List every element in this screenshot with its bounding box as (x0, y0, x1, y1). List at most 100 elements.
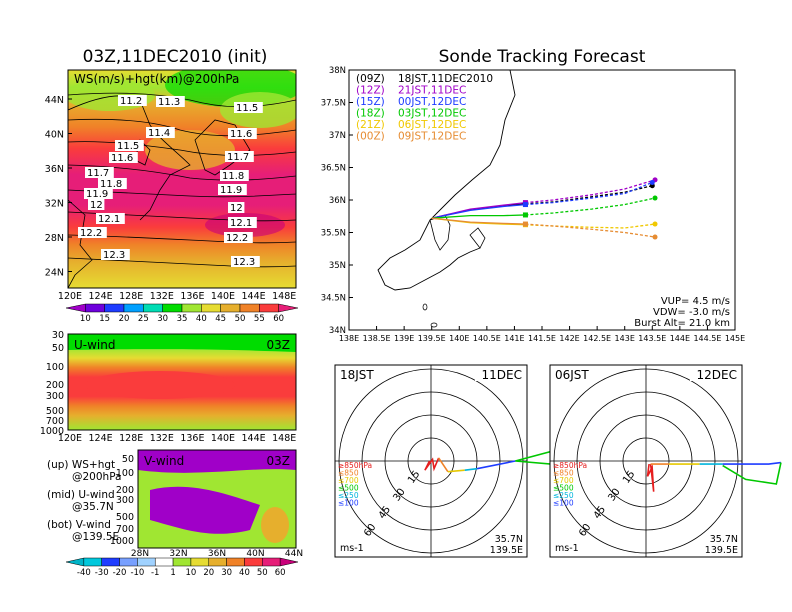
lon-tick: 132E (150, 291, 174, 302)
contour-label-text: 12.3 (103, 250, 125, 261)
contour-label: 11.3 (156, 96, 185, 108)
lon-tick: 136E (180, 291, 204, 302)
legend-code: (12Z) (356, 85, 385, 97)
colorbar-label: 50 (257, 568, 268, 578)
colorbar-label: 60 (273, 314, 284, 324)
ws-map: WS(m/s)+hgt(km)@200hPa 11.2 11.3 11.5 11.4 1… (45, 69, 297, 302)
hodo-level: ≤700 (338, 476, 359, 485)
track-burst-marker (522, 221, 528, 227)
lon-tick: 141E (504, 334, 524, 343)
lat-tick: 32N (169, 549, 187, 559)
hodo-trace (438, 457, 449, 473)
uwind-lon-ticks: 120E 124E 128E 132E 136E 140E 144E 148E (58, 433, 296, 444)
colorbar-label: -40 (77, 568, 91, 578)
contour-label-text: 12.3 (233, 257, 255, 268)
contour-label: 12.2 (224, 232, 253, 244)
vwind-lat-ticks: 28N 32N 36N 40N 44N (131, 549, 303, 559)
hodo-trace (722, 462, 782, 485)
colorbar-swatch (65, 303, 86, 313)
colorbar-swatch (123, 303, 144, 313)
colorbar-label: 45 (215, 314, 226, 324)
lat-tick: 34N (329, 326, 346, 336)
colorbar-swatch (239, 303, 260, 313)
lon-tick: 142.5E (583, 334, 611, 343)
contour-label: 11.5 (115, 140, 144, 152)
colorbar-swatch (104, 303, 125, 313)
lon-tick: 124E (89, 433, 113, 444)
legend-label: 21JST,11DEC (398, 85, 466, 97)
contour-label: 11.9 (84, 188, 113, 200)
contour-label: 12.1 (228, 217, 257, 229)
colorbar-swatch (181, 303, 202, 313)
lon-tick: 120E (58, 433, 82, 444)
contour-label: 11.5 (234, 102, 263, 114)
contour-label-text: 11.5 (117, 141, 139, 152)
hodo-loc-lat: 35.7N (495, 534, 523, 545)
lon-tick: 144E (242, 291, 266, 302)
colorbar-swatch (220, 303, 241, 313)
left-title: 03Z,11DEC2010 (init) (83, 47, 268, 67)
contour-label-text: 11.7 (87, 168, 109, 179)
legend-label: 18JST,11DEC2010 (398, 73, 493, 85)
colorbar-ws: 10 15 20 25 30 35 40 45 50 55 60 (65, 303, 299, 324)
colorbar-swatch (143, 303, 163, 313)
colorbar-label: 25 (138, 314, 149, 324)
lon-tick: 148E (272, 291, 296, 302)
colorbar-label: 35 (177, 314, 188, 324)
lat-tick: 44N (285, 549, 303, 559)
lon-tick: 124E (89, 291, 113, 302)
vwind-title: V-wind (144, 454, 184, 468)
pressure-tick: 50 (122, 454, 134, 465)
lon-tick: 140.5E (473, 334, 501, 343)
contour-label: 12.1 (96, 213, 125, 225)
pressure-tick: 300 (46, 391, 64, 402)
contour-labels: 11.2 11.311.511.4 11.611.511.6 11.711.7 11.8… (78, 95, 263, 268)
contour-label: 11.8 (220, 170, 249, 182)
colorbar-label: 20 (203, 568, 214, 578)
contour-label-text: 12.1 (230, 218, 252, 229)
contour-label: 12.3 (101, 249, 130, 261)
colorbar-swatch (154, 557, 174, 567)
lat-tick: 38N (329, 66, 346, 76)
hodo-trace (447, 469, 465, 473)
track-end-marker (649, 179, 655, 185)
colorbar-label: -1 (151, 568, 159, 578)
track-line-solid (431, 203, 526, 219)
right-title: Sonde Tracking Forecast (439, 47, 646, 67)
track-line-solid (431, 214, 526, 219)
lon-tick: 143.5E (638, 334, 666, 343)
colorbar-label: 10 (80, 314, 91, 324)
ws-lon-ticks: 120E 124E 128E 132E 136E 140E 144E 148E (58, 291, 296, 302)
colorbar-swatch (85, 303, 105, 313)
hodo-loc-lon: 139.5E (490, 545, 523, 556)
colorbar-swatch (278, 303, 299, 313)
hodo-time: 18JST (340, 368, 374, 382)
colorbar-swatch (119, 557, 138, 567)
hodo-level: ≤850 (338, 469, 359, 478)
track-lat-ticks: 38N 37.5N 37N 36.5N 36N 35.5N 35N 34.5N 34N (321, 66, 353, 336)
colorbar-label: 1 (170, 568, 175, 578)
lat-tick: 40N (246, 549, 264, 559)
track-param: Burst Alt= 21.0 km (634, 318, 730, 329)
contour-label: 11.7 (225, 151, 254, 163)
lon-tick: 138E (339, 334, 359, 343)
track-line-dashed (525, 185, 653, 205)
track-line-dashed (525, 181, 653, 206)
colorbar-label: 15 (99, 314, 110, 324)
lon-tick: 143E (615, 334, 635, 343)
note-line: @200hPa (72, 471, 122, 483)
hodo-trace (646, 463, 655, 492)
note-line: (bot) V-wind (47, 519, 111, 531)
hodo-level: ≤100 (338, 499, 359, 508)
hodo-trace (424, 457, 440, 472)
pressure-tick: 30 (52, 330, 64, 341)
hodo-time: 06JST (555, 368, 589, 382)
lat-tick: 35.5N (321, 229, 346, 239)
lat-tick: 34.5N (321, 294, 346, 304)
hodo-level: ≤850 (553, 469, 574, 478)
colorbar-label: 30 (221, 568, 232, 578)
